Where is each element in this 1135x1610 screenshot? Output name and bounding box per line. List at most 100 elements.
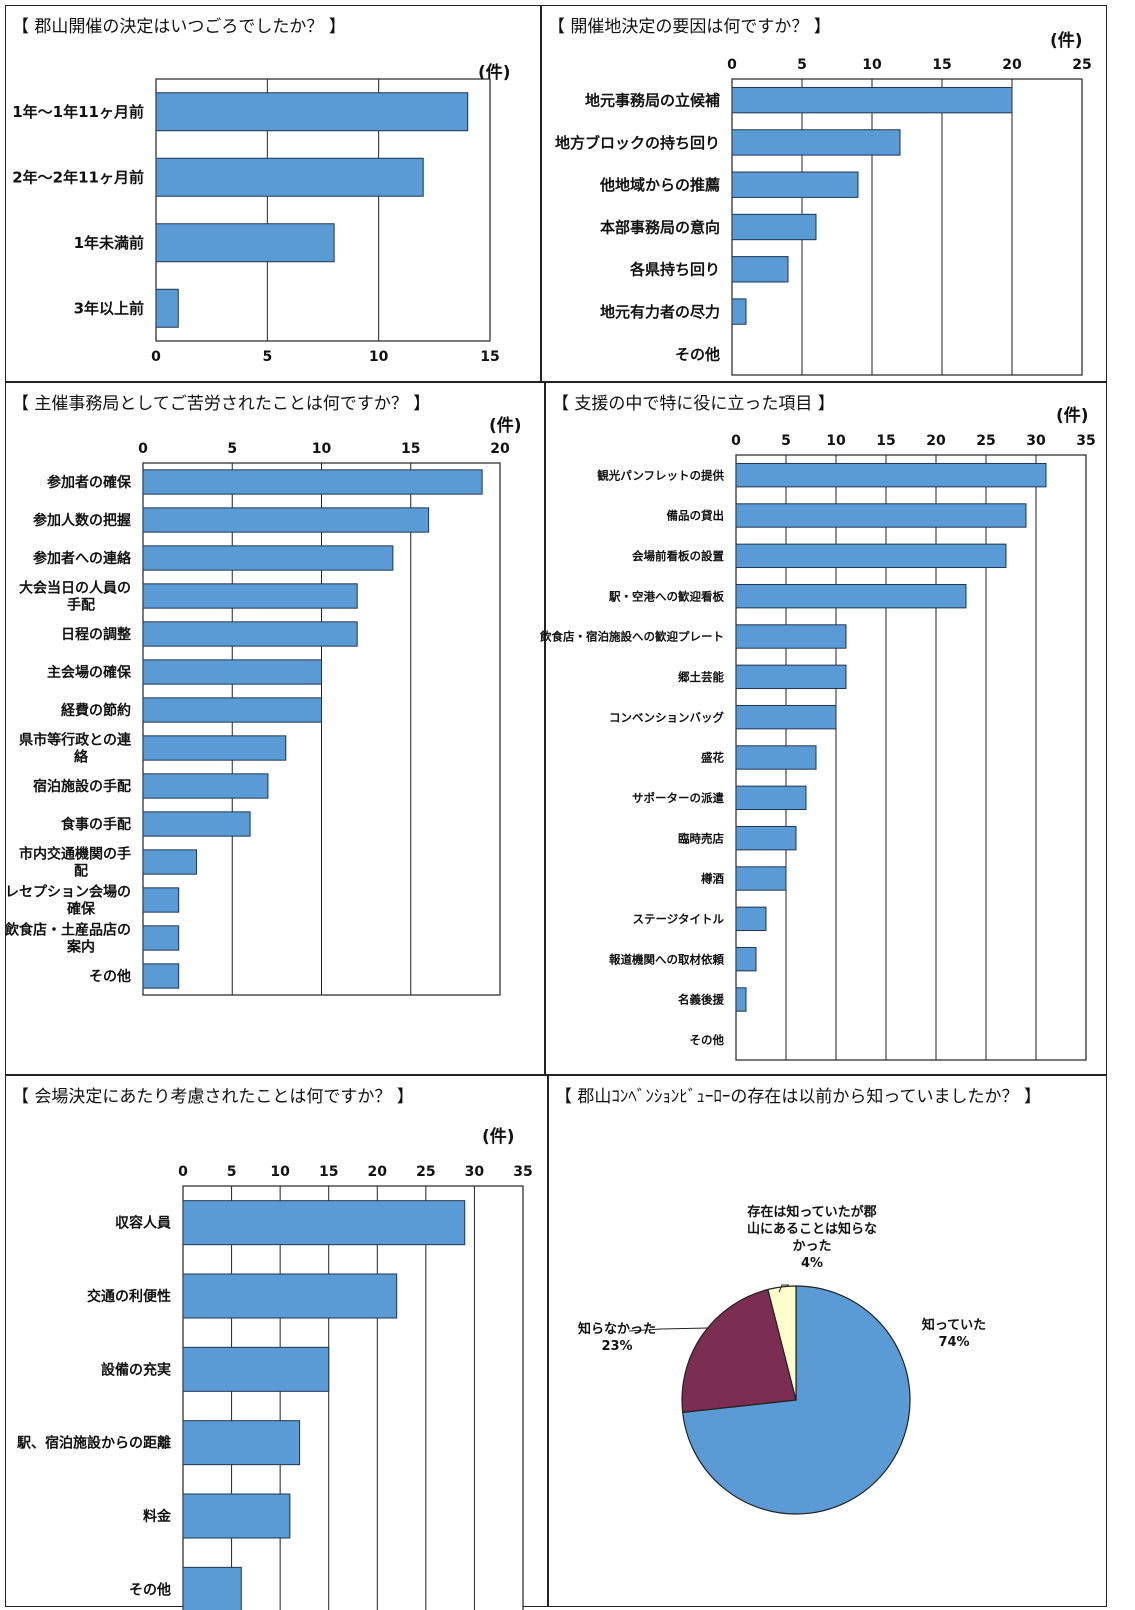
tick-label: 0 <box>727 57 737 73</box>
bar <box>731 86 1013 114</box>
bar <box>182 1346 330 1392</box>
chart-title: 【 主催事務局としてご苦労されたことは何ですか？ 】 <box>12 394 431 414</box>
tick-label: 15 <box>319 1164 338 1180</box>
chart-title: 【 開催地決定の要因は何ですか？ 】 <box>548 17 831 37</box>
leader-line <box>628 1327 710 1332</box>
category-label: 設備の充実 <box>101 1361 171 1378</box>
tick-label: 15 <box>932 57 951 73</box>
chart-title: 【 郡山開催の決定はいつごろでしたか？ 】 <box>12 17 346 37</box>
slice-label: 知っていた 74% <box>922 1317 986 1350</box>
slice-label: 知らなかった 23% <box>578 1321 656 1354</box>
category-label: 会場前看板の設置 <box>631 549 724 563</box>
category-label: 収容人員 <box>115 1215 171 1232</box>
tick-label: 20 <box>1002 57 1022 73</box>
bar <box>142 621 358 647</box>
category-label: その他 <box>690 1033 725 1047</box>
bar <box>735 785 807 811</box>
bar <box>182 1200 466 1246</box>
bar <box>731 171 859 198</box>
tick-label: 0 <box>178 1164 188 1180</box>
tick-label: 25 <box>976 433 995 449</box>
tick-label: 10 <box>312 441 332 457</box>
category-label: 宿泊施設の手配 <box>33 778 131 795</box>
category-label: 日程の調整 <box>61 626 132 643</box>
unit-label: (件) <box>478 63 511 83</box>
bar <box>735 664 847 690</box>
tick-label: 30 <box>465 1164 485 1180</box>
category-label: 郷土芸能 <box>678 670 724 684</box>
bar <box>142 659 322 685</box>
bar <box>735 825 797 851</box>
bar <box>142 811 251 837</box>
tick-label: 10 <box>270 1164 290 1180</box>
category-label: 飲食店・土産品店の案内 <box>4 922 131 956</box>
category-label: 1年未満前 <box>74 234 144 252</box>
chart-panel-6: 【 郡山ｺﾝﾍﾞﾝｼｮﾝﾋﾞｭｰﾛｰの存在は以前から知っていましたか？ 】 知っ… <box>548 1075 1107 1607</box>
bar <box>735 745 817 770</box>
tick-label: 20 <box>926 433 946 449</box>
category-label: 本部事務局の意向 <box>600 218 720 236</box>
bar <box>142 583 358 609</box>
pie-chart: 知っていた 74% 知らなかった 23% 存在は知っていたが郡山にあることは知らなかった… <box>578 1204 986 1515</box>
tick-label: 20 <box>490 441 510 457</box>
tick-label: 30 <box>1026 433 1046 449</box>
tick-label: 25 <box>1072 57 1091 73</box>
tick-label: 15 <box>480 349 499 365</box>
chart-panel-5: 【 会場決定にあたり考慮されたことは何ですか？ 】 (件) 0 5 10 15 20 25… <box>5 1075 548 1610</box>
bar <box>142 735 287 761</box>
chart-title: 【 会場決定にあたり考慮されたことは何ですか？ 】 <box>12 1087 414 1107</box>
category-label: 交通の利便性 <box>87 1288 171 1305</box>
tick-label: 5 <box>227 441 237 457</box>
category-label: 飲食店・宿泊施設への歓迎プレート <box>539 630 724 644</box>
bar <box>731 256 789 283</box>
bar <box>735 946 757 972</box>
category-label: 参加人数の把握 <box>33 512 131 529</box>
category-label: 大会当日の人員の手配 <box>19 580 131 614</box>
tick-label: 5 <box>262 349 272 365</box>
bar <box>735 624 847 649</box>
category-label: 県市等行政との連絡 <box>19 732 132 766</box>
bar <box>142 697 322 723</box>
tick-label: 10 <box>826 433 846 449</box>
bar <box>731 213 817 241</box>
category-label: 臨時売店 <box>678 831 724 845</box>
category-label: 市内交通機関の手配 <box>19 846 131 880</box>
bar <box>155 288 179 328</box>
category-label: 各県持ち回り <box>629 261 720 279</box>
category-label: その他 <box>89 968 131 985</box>
tick-label: 0 <box>151 349 161 365</box>
bar <box>142 507 430 533</box>
bar <box>735 583 967 609</box>
bar <box>142 963 180 989</box>
slice-label: 存在は知っていたが郡山にあることは知らなかった 4% <box>747 1204 877 1271</box>
unit-label: (件) <box>1056 406 1089 426</box>
category-label: 他地域からの推薦 <box>599 176 720 194</box>
category-label: 料金 <box>143 1508 172 1525</box>
pie-slice <box>681 1288 797 1414</box>
bar <box>735 462 1047 488</box>
category-label: コンベンションバッグ <box>609 710 724 724</box>
category-label: その他 <box>129 1581 171 1598</box>
tick-label: 10 <box>862 57 882 73</box>
tick-label: 5 <box>797 57 807 73</box>
category-label: 地方ブロックの持ち回り <box>555 134 720 152</box>
bar <box>155 157 424 197</box>
bar <box>735 503 1027 528</box>
pie-slice <box>767 1285 797 1401</box>
category-label: 2年～2年11ヶ月前 <box>12 169 144 187</box>
bar <box>142 849 198 875</box>
bar <box>142 773 269 799</box>
bar <box>155 223 335 263</box>
chart-panel-2: 【 開催地決定の要因は何ですか？ 】 (件) 0 5 10 15 20 25 地元事務局の立… <box>541 5 1107 382</box>
category-label: レセプション会場の確保 <box>5 884 131 918</box>
category-label: 食事の手配 <box>61 816 131 833</box>
category-label: 主会場の確保 <box>47 664 132 681</box>
bar <box>735 906 767 932</box>
category-label: 3年以上前 <box>74 300 144 318</box>
bar-chart-1: 0 5 10 15 1年～1年11ヶ月前 2年～2年11ヶ月前 1年未満前 3年以上前 <box>12 78 500 365</box>
category-label: 地元事務局の立候補 <box>585 92 720 110</box>
bar <box>735 866 787 891</box>
bar <box>142 545 394 571</box>
bar-chart-5: 0 5 10 15 20 25 30 35 収容人員交通の利便性設備の充実駅、宿泊施設からの距離… <box>17 1164 533 1610</box>
chart-panel-3: 【 主催事務局としてご苦労されたことは何ですか？ 】 (件) 0 5 10 15 20 参… <box>4 382 545 1075</box>
